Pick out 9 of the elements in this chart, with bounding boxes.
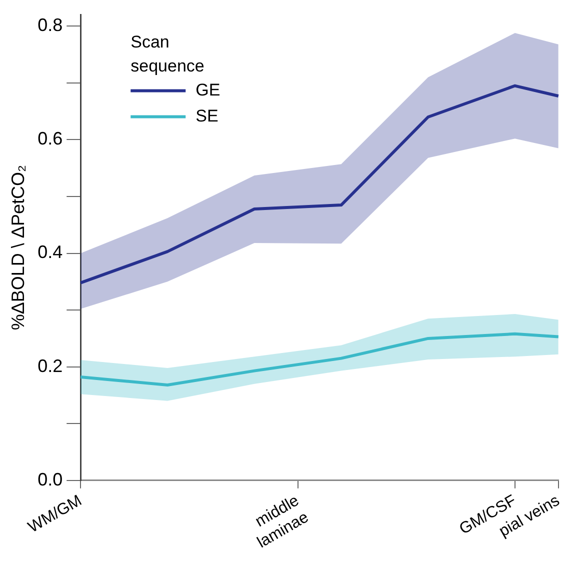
y-tick-label: 0.8 bbox=[38, 15, 63, 36]
legend-label: GE bbox=[196, 80, 220, 100]
y-tick-label: 0.4 bbox=[38, 242, 63, 262]
y-tick-label: 0.2 bbox=[38, 356, 63, 376]
y-tick-label: 0.0 bbox=[38, 469, 63, 490]
legend-title: Scan sequence bbox=[130, 32, 204, 76]
y-tick-label: 0.6 bbox=[38, 128, 63, 149]
y-axis-title: %ΔBOLD \ ΔPetCO₂ bbox=[8, 165, 28, 330]
legend-label: SE bbox=[196, 106, 218, 126]
